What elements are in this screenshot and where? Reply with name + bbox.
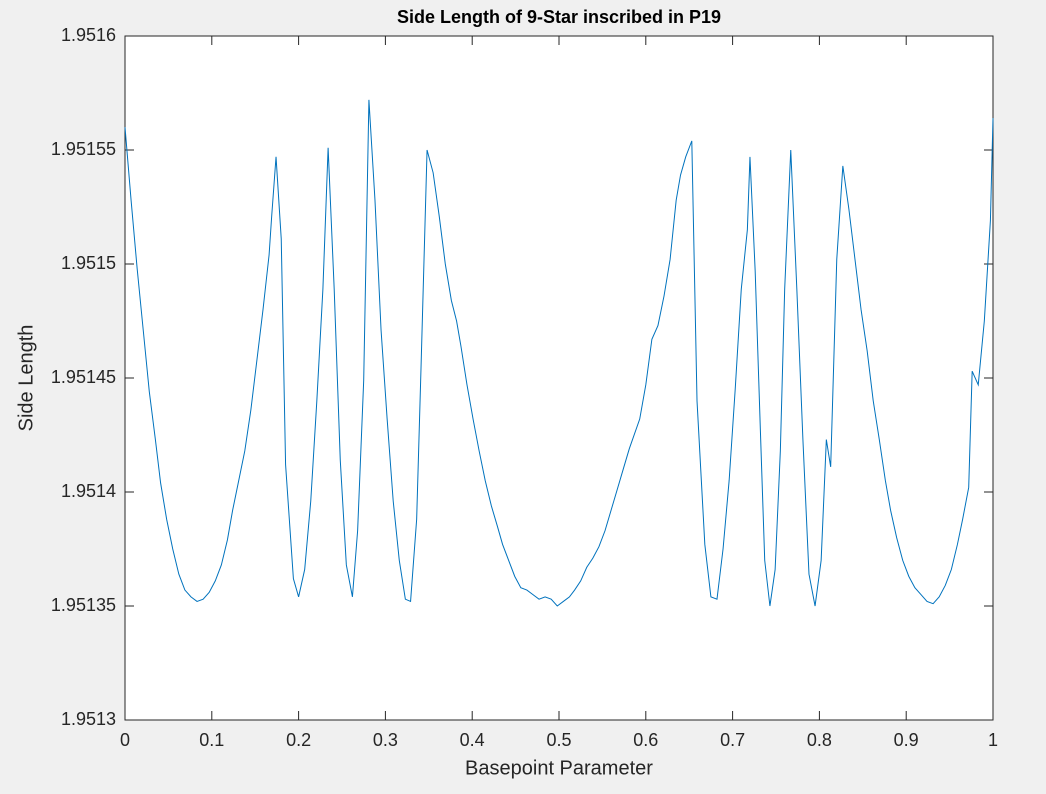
y-tick-label: 1.9514 bbox=[61, 481, 116, 501]
y-tick-label: 1.95145 bbox=[51, 367, 116, 387]
plot-area bbox=[124, 35, 994, 721]
data-line bbox=[124, 99, 994, 607]
y-axis-label: Side Length bbox=[15, 325, 37, 432]
x-tick-label: 0.4 bbox=[460, 730, 485, 750]
y-tick-label: 1.9513 bbox=[61, 709, 116, 729]
x-tick-label: 1 bbox=[988, 730, 998, 750]
x-tick-label: 0.9 bbox=[894, 730, 919, 750]
x-tick-label: 0.8 bbox=[807, 730, 832, 750]
x-tick-label: 0.7 bbox=[720, 730, 745, 750]
y-tick-label: 1.95135 bbox=[51, 595, 116, 615]
x-tick-label: 0.6 bbox=[633, 730, 658, 750]
chart-title: Side Length of 9-Star inscribed in P19 bbox=[397, 7, 721, 27]
y-tick-label: 1.9516 bbox=[61, 25, 116, 45]
x-axis-label: Basepoint Parameter bbox=[465, 757, 653, 779]
x-tick-label: 0.1 bbox=[199, 730, 224, 750]
x-tick-label: 0 bbox=[120, 730, 130, 750]
y-tick-label: 1.9515 bbox=[61, 253, 116, 273]
y-tick-label: 1.95155 bbox=[51, 139, 116, 159]
x-tick-label: 0.2 bbox=[286, 730, 311, 750]
x-tick-label: 0.3 bbox=[373, 730, 398, 750]
x-tick-label: 0.5 bbox=[546, 730, 571, 750]
